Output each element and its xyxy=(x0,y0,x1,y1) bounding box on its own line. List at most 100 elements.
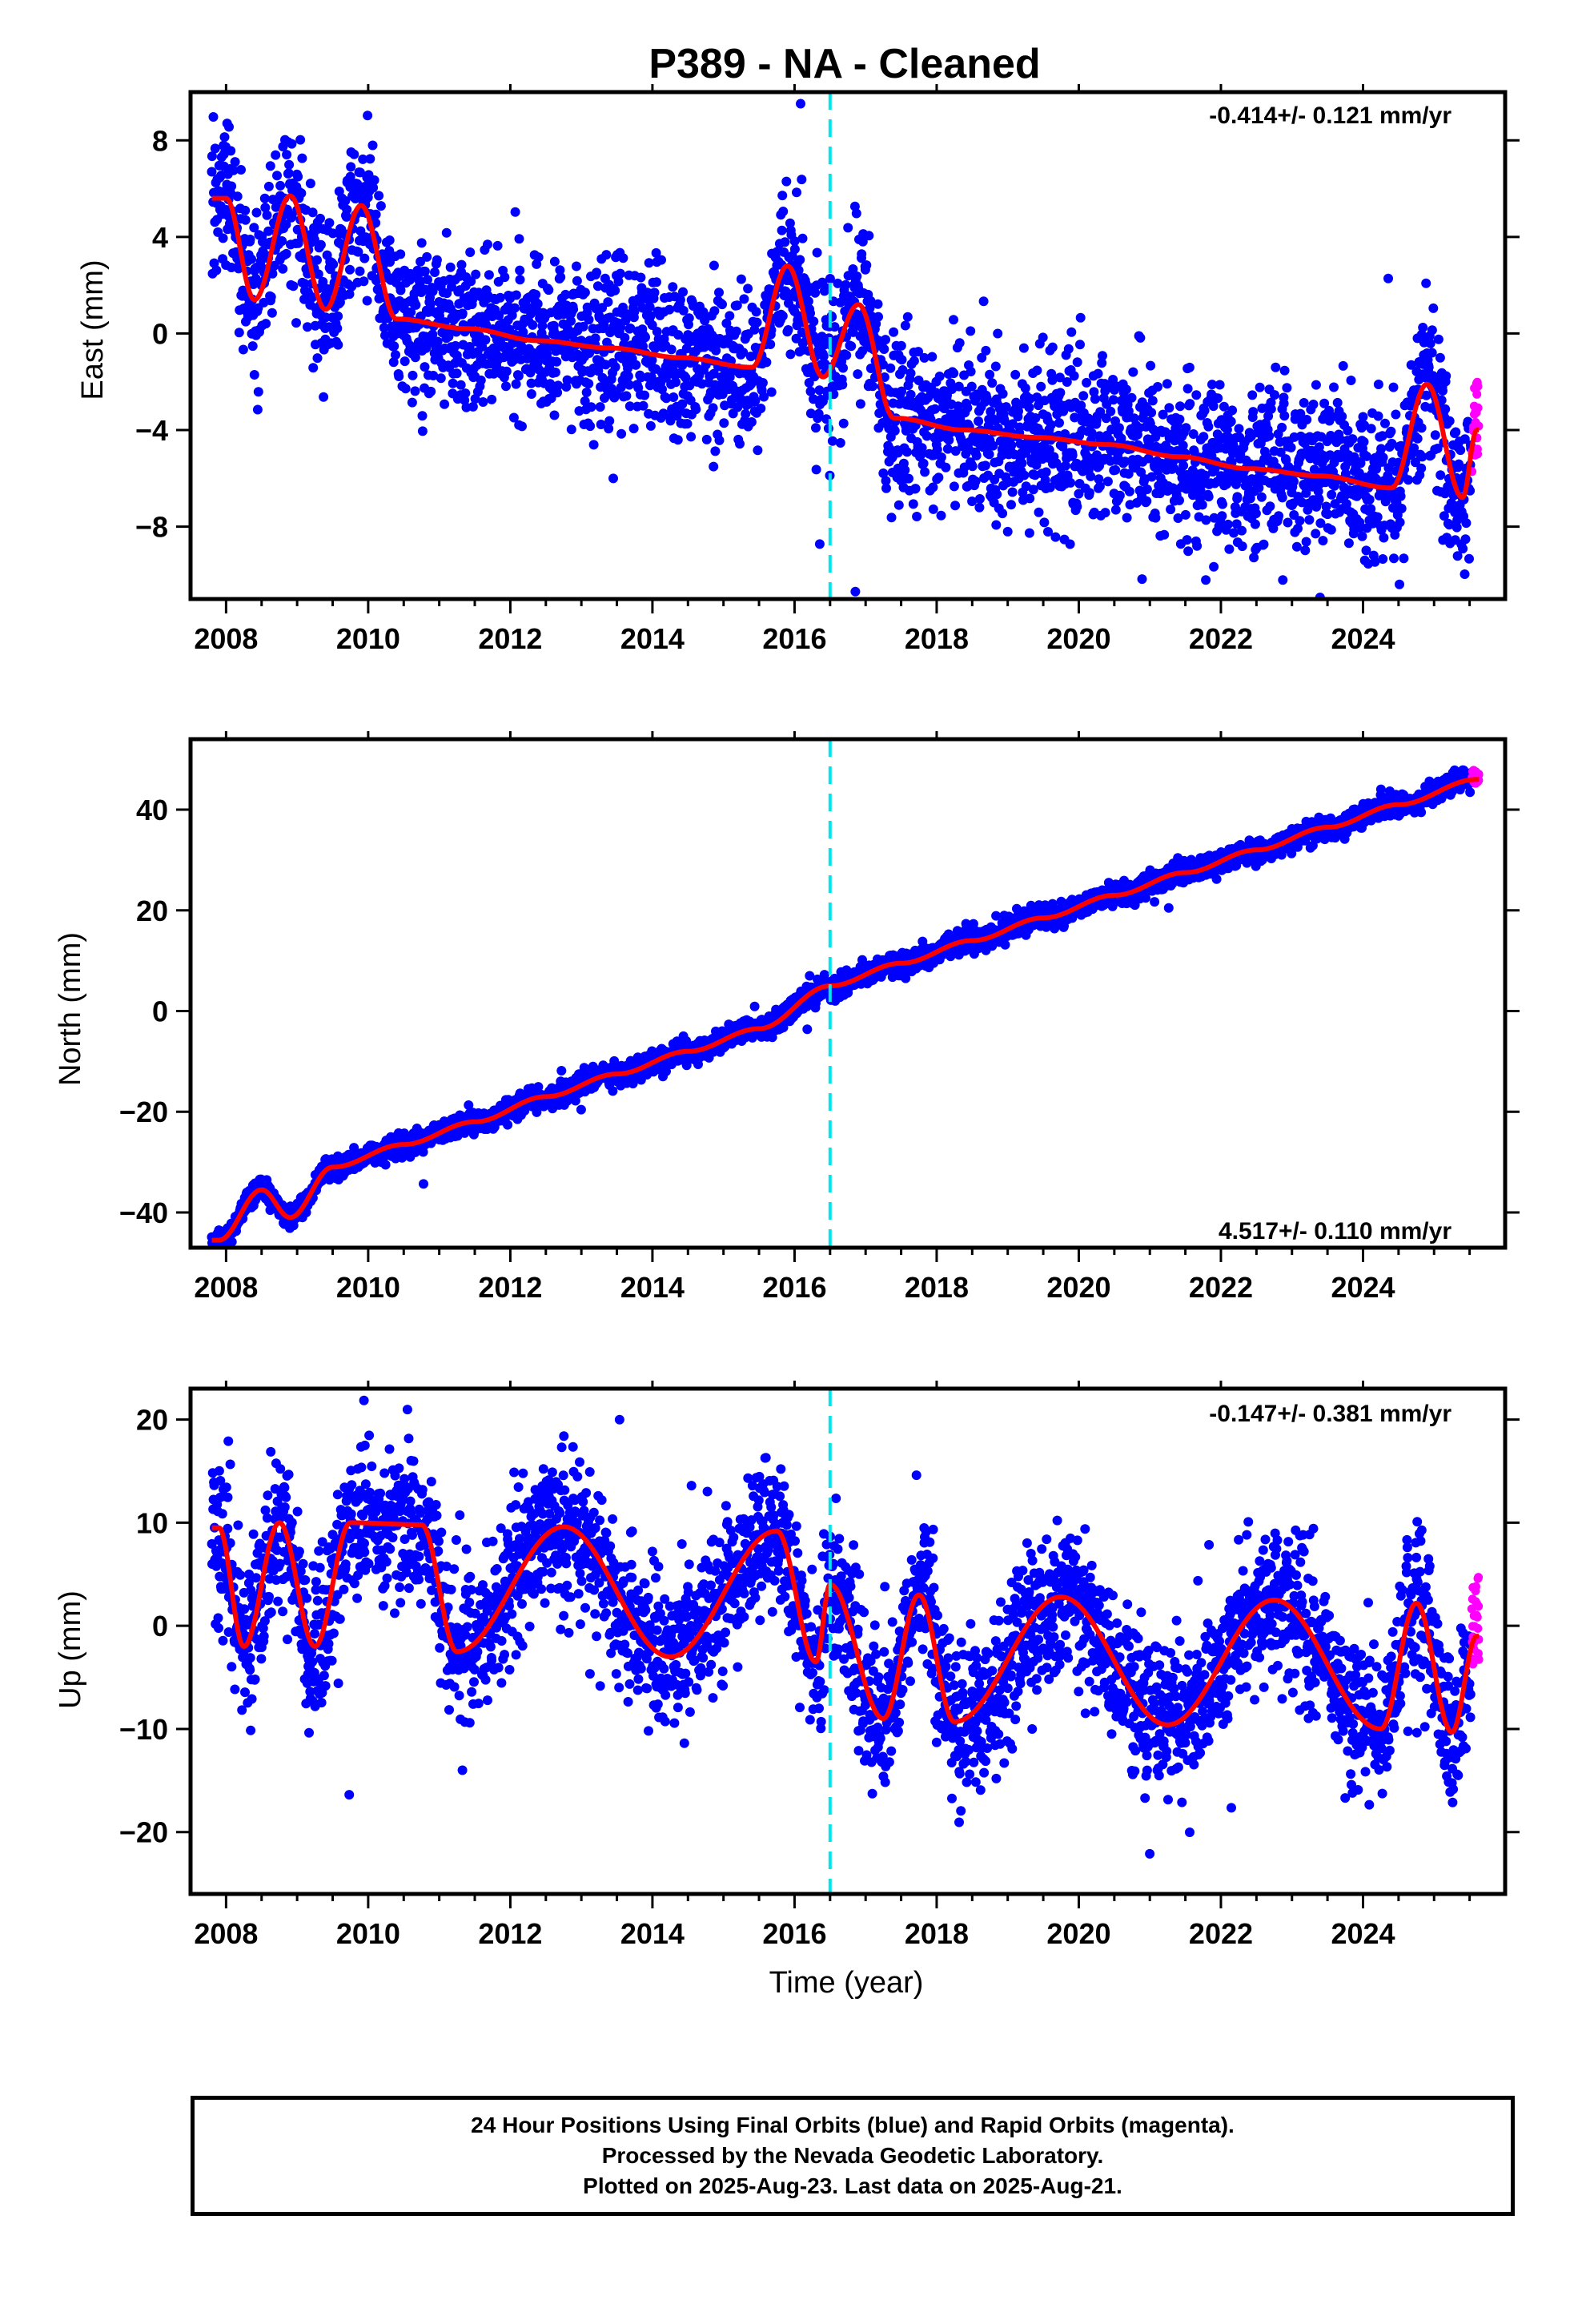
east-final-point xyxy=(709,461,719,472)
east-final-point xyxy=(785,349,796,360)
east-final-point xyxy=(515,265,525,275)
east-final-point xyxy=(460,395,470,405)
east-x-tick-label: 2010 xyxy=(336,622,400,655)
east-final-point xyxy=(708,403,718,413)
east-final-point xyxy=(1376,444,1387,454)
east-final-point xyxy=(359,276,369,287)
east-final-point xyxy=(1185,399,1195,409)
east-final-point xyxy=(262,210,272,220)
east-final-point xyxy=(1435,470,1446,480)
east-final-point xyxy=(1460,534,1471,545)
east-final-point xyxy=(1084,488,1094,498)
north-final-point xyxy=(419,1179,428,1189)
east-final-point xyxy=(313,269,323,279)
east-final-point xyxy=(753,445,763,456)
east-final-point xyxy=(640,390,650,400)
east-final-point xyxy=(374,191,384,201)
east-final-point xyxy=(1201,575,1211,585)
east-final-point xyxy=(511,379,521,389)
east-final-point xyxy=(249,370,259,380)
east-final-point xyxy=(644,258,654,268)
east-final-point xyxy=(610,285,620,296)
east-final-point xyxy=(375,201,386,211)
east-final-point xyxy=(1054,372,1065,383)
east-final-point xyxy=(275,55,284,65)
east-final-point xyxy=(207,151,217,162)
east-final-point xyxy=(515,275,525,285)
east-final-point xyxy=(251,207,262,218)
east-rapid-point xyxy=(1473,382,1483,392)
east-final-point xyxy=(417,411,428,421)
east-final-point xyxy=(508,412,519,423)
east-final-point xyxy=(812,247,822,258)
east-y-tick-label: −4 xyxy=(135,414,168,447)
east-final-point xyxy=(471,269,481,279)
east-final-point xyxy=(1329,382,1339,392)
east-final-point xyxy=(1386,426,1396,436)
east-final-point xyxy=(644,302,655,312)
east-final-point xyxy=(1209,561,1219,572)
east-final-point xyxy=(1142,485,1152,494)
east-final-point xyxy=(789,236,800,247)
east-final-point xyxy=(265,161,275,171)
east-final-point xyxy=(1461,518,1472,529)
east-final-point xyxy=(811,423,821,433)
east-final-point xyxy=(673,435,683,445)
east-final-point xyxy=(1098,351,1107,361)
east-final-point xyxy=(309,235,319,245)
east-final-point xyxy=(988,440,998,451)
east-final-point xyxy=(714,435,725,445)
east-final-point xyxy=(857,236,868,247)
east-final-point xyxy=(1076,400,1086,411)
east-final-point xyxy=(1311,380,1321,390)
east-final-point xyxy=(604,416,615,426)
east-final-point xyxy=(949,481,959,492)
east-final-point xyxy=(811,464,821,475)
east-final-point xyxy=(432,255,442,265)
east-final-point xyxy=(312,255,322,265)
east-final-point xyxy=(777,311,788,321)
east-final-point xyxy=(665,304,675,315)
east-final-point xyxy=(445,262,456,272)
east-final-point xyxy=(1050,532,1061,542)
east-final-point xyxy=(833,278,843,288)
east-final-point xyxy=(552,388,563,398)
east-final-point xyxy=(913,376,924,385)
east-final-point xyxy=(1237,525,1247,536)
east-final-point xyxy=(234,263,243,274)
east-final-point xyxy=(666,344,677,355)
east-final-point xyxy=(501,381,511,392)
east-final-point xyxy=(1283,517,1293,528)
east-final-point xyxy=(731,326,741,336)
east-final-point xyxy=(623,360,633,371)
east-final-point xyxy=(881,335,890,345)
east-final-point xyxy=(868,381,877,392)
figure-title: P389 - NA - Cleaned xyxy=(648,41,1040,87)
east-final-point xyxy=(531,289,541,300)
east-final-point xyxy=(889,425,900,436)
east-final-point xyxy=(234,328,244,338)
east-final-point xyxy=(1181,423,1191,433)
east-final-point xyxy=(1332,397,1343,408)
east-final-point xyxy=(905,389,916,400)
east-final-point xyxy=(1120,456,1130,467)
east-final-point xyxy=(291,318,301,328)
east-final-point xyxy=(1223,519,1233,529)
east-final-point xyxy=(809,394,818,404)
east-final-point xyxy=(1038,332,1048,343)
east-final-point xyxy=(1043,527,1053,537)
east-final-point xyxy=(580,396,590,406)
east-final-point xyxy=(1366,424,1376,434)
east-final-point xyxy=(307,207,318,218)
east-final-point xyxy=(428,371,439,380)
east-final-point xyxy=(998,509,1008,519)
east-final-point xyxy=(932,444,942,455)
east-final-point xyxy=(1094,481,1105,492)
east-final-point xyxy=(410,352,420,363)
east-final-point xyxy=(245,235,255,244)
east-final-point xyxy=(1357,531,1367,541)
east-final-point xyxy=(1279,398,1289,408)
east-final-point xyxy=(1072,501,1082,512)
east-final-point xyxy=(803,296,813,307)
east-final-point xyxy=(588,440,599,450)
